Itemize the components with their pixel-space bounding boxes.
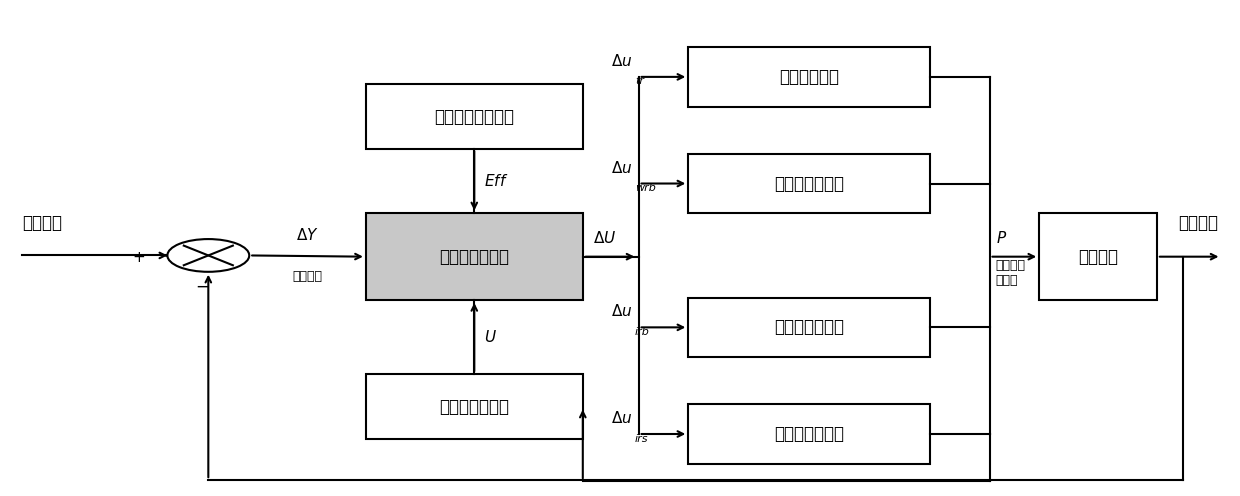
Text: 中间辊横移控制: 中间辊横移控制	[774, 425, 844, 443]
Bar	[366, 84, 583, 149]
Bar	[688, 154, 930, 213]
Text: 轧辊倾斜控制: 轧辊倾斜控制	[779, 68, 839, 86]
Text: 调节机构实际値: 调节机构实际値	[439, 398, 510, 416]
Text: 测量板形: 测量板形	[1178, 214, 1218, 232]
Bar	[366, 374, 583, 439]
Text: $\Delta Y$: $\Delta Y$	[296, 227, 319, 243]
Bar	[366, 213, 583, 300]
Text: 辊缝形貌: 辊缝形貌	[1078, 248, 1118, 266]
Text: $Eff$: $Eff$	[484, 173, 508, 189]
Bar	[688, 404, 930, 464]
Text: 多变量优化模型: 多变量优化模型	[439, 248, 510, 266]
Text: 板形偏差: 板形偏差	[293, 270, 322, 283]
Text: wrb: wrb	[635, 183, 656, 193]
Text: +: +	[133, 250, 145, 265]
Bar	[1039, 213, 1157, 300]
Bar	[688, 47, 930, 107]
Text: $\Delta U$: $\Delta U$	[593, 230, 616, 246]
Text: $\Delta u$: $\Delta u$	[611, 304, 632, 319]
Text: tr: tr	[635, 76, 644, 86]
Text: $P$: $P$	[996, 230, 1007, 246]
Text: irs: irs	[635, 434, 649, 443]
Text: 工作辊弯辊控制: 工作辊弯辊控制	[774, 175, 844, 192]
Bar	[688, 298, 930, 357]
Text: 目标板形: 目标板形	[22, 214, 62, 232]
Text: 板形调控功效系数: 板形调控功效系数	[434, 108, 515, 125]
Text: 调节机构
设定値: 调节机构 设定値	[996, 259, 1025, 287]
Text: −: −	[195, 278, 210, 296]
Text: $\Delta u$: $\Delta u$	[611, 53, 632, 69]
Text: irb: irb	[635, 327, 650, 337]
Text: $\Delta u$: $\Delta u$	[611, 410, 632, 426]
Text: 中间辊弯辊控制: 中间辊弯辊控制	[774, 318, 844, 336]
Text: $U$: $U$	[484, 329, 497, 345]
Text: $\Delta u$: $\Delta u$	[611, 160, 632, 176]
